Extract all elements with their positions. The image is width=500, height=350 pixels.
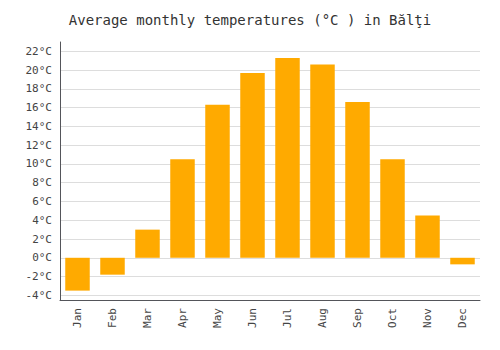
svg-text:-2°C: -2°C xyxy=(26,270,53,283)
svg-text:Dec: Dec xyxy=(456,308,469,328)
svg-text:Feb: Feb xyxy=(106,308,119,328)
svg-text:4°C: 4°C xyxy=(32,214,52,227)
svg-text:May: May xyxy=(211,308,224,328)
svg-text:-4°C: -4°C xyxy=(26,289,53,302)
svg-text:Jul: Jul xyxy=(281,308,294,328)
svg-text:Jan: Jan xyxy=(71,308,84,328)
svg-text:18°C: 18°C xyxy=(26,82,53,95)
svg-text:Nov: Nov xyxy=(421,308,434,328)
svg-text:Sep: Sep xyxy=(351,308,364,328)
svg-text:Oct: Oct xyxy=(386,308,399,328)
svg-text:6°C: 6°C xyxy=(32,195,52,208)
svg-text:Jun: Jun xyxy=(246,308,259,328)
svg-text:8°C: 8°C xyxy=(32,176,52,189)
svg-text:2°C: 2°C xyxy=(32,233,52,246)
svg-text:20°C: 20°C xyxy=(26,64,53,77)
svg-text:12°C: 12°C xyxy=(26,139,53,152)
svg-text:Aug: Aug xyxy=(316,308,329,328)
svg-text:22°C: 22°C xyxy=(26,45,53,58)
svg-text:Mar: Mar xyxy=(141,308,154,328)
svg-text:16°C: 16°C xyxy=(26,101,53,114)
svg-text:14°C: 14°C xyxy=(26,120,53,133)
svg-text:0°C: 0°C xyxy=(32,251,52,264)
svg-text:10°C: 10°C xyxy=(26,157,53,170)
svg-text:Apr: Apr xyxy=(176,308,189,328)
svg-text:Average monthly temperatures (: Average monthly temperatures (°C ) in Bă… xyxy=(69,12,431,28)
